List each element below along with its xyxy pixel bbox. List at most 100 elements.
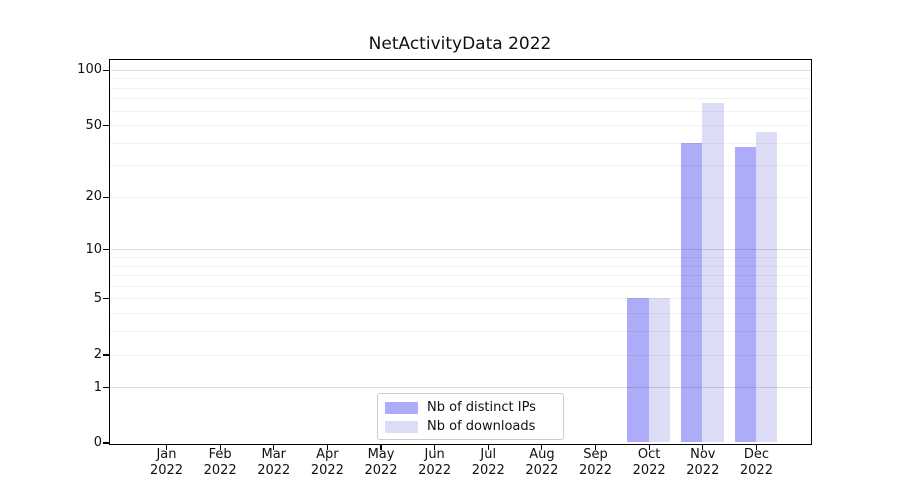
y-tick-mark [103, 442, 109, 444]
x-tick-label-aug: Aug 2022 [512, 447, 572, 478]
x-tick-label-jul: Jul 2022 [458, 447, 518, 478]
x-tick-year: 2022 [578, 462, 613, 478]
y-tick-mark [103, 298, 109, 300]
legend-swatch [385, 401, 418, 414]
y-tick-mark [103, 249, 109, 251]
bars-layer [110, 60, 811, 444]
legend-swatch [385, 420, 418, 433]
bar-oct-downloads [648, 298, 671, 443]
gridline-minor [109, 313, 811, 315]
x-tick-mark [702, 444, 704, 450]
gridline-minor [109, 275, 811, 277]
y-tick-label: 50 [85, 117, 102, 133]
x-tick-mark [594, 444, 597, 450]
x-tick-label-nov: Nov 2022 [673, 447, 733, 478]
x-tick-year: 2022 [310, 462, 344, 478]
gridline-minor [109, 257, 811, 258]
y-tick-mark [103, 124, 109, 127]
x-tick-label-feb: Feb 2022 [190, 447, 250, 478]
x-tick-month: Sep [583, 447, 608, 462]
x-tick-year: 2022 [364, 462, 398, 478]
x-tick-month: Apr [316, 447, 339, 462]
x-tick-month: Feb [208, 447, 232, 462]
y-tick-label: 1 [93, 379, 102, 395]
x-tick-label-sep: Sep 2022 [566, 447, 626, 478]
x-tick-month: May [367, 447, 395, 462]
x-tick-mark [487, 444, 489, 450]
gridline-minor [109, 265, 811, 267]
x-tick-mark [326, 444, 328, 450]
x-tick-year: 2022 [525, 462, 559, 478]
legend: Nb of distinct IPs Nb of downloads [377, 393, 564, 440]
legend-label: Nb of distinct IPs [427, 400, 536, 415]
x-tick-label-oct: Oct 2022 [619, 447, 679, 478]
y-tick-label: 10 [85, 241, 102, 257]
y-tick-label: 100 [77, 62, 102, 78]
legend-row: Nb of distinct IPs [385, 398, 563, 417]
x-tick-year: 2022 [686, 462, 720, 478]
gridline-minor [109, 125, 811, 127]
gridline-minor [109, 142, 811, 144]
x-tick-month: Oct [637, 447, 661, 462]
bar-nov-distinct-ips [680, 142, 703, 443]
x-tick-mark [273, 444, 275, 450]
plot-area [108, 58, 812, 445]
x-tick-mark [219, 444, 221, 450]
x-tick-month: Jan [156, 447, 177, 462]
gridline-major [109, 69, 811, 71]
x-tick-year: 2022 [418, 462, 452, 478]
x-tick-label-may: May 2022 [351, 447, 411, 478]
legend-label: Nb of downloads [427, 419, 536, 434]
y-tick-mark [103, 69, 109, 71]
y-tick-label: 20 [85, 189, 102, 205]
x-tick-month: Nov [690, 447, 716, 462]
legend-row: Nb of downloads [385, 417, 563, 436]
x-tick-year: 2022 [632, 462, 666, 478]
x-tick-mark [648, 444, 650, 450]
x-tick-mark [434, 444, 436, 450]
x-tick-label-jun: Jun 2022 [405, 447, 465, 478]
x-tick-mark [165, 444, 168, 450]
gridline-major [109, 249, 811, 251]
y-tick-mark [103, 196, 109, 198]
bar-dec-distinct-ips [734, 146, 756, 443]
x-tick-year: 2022 [471, 462, 505, 478]
x-tick-mark [755, 444, 758, 450]
x-tick-year: 2022 [149, 462, 184, 478]
gridline-minor [109, 298, 811, 300]
bar-nov-downloads [702, 102, 724, 443]
gridline-minor [109, 110, 811, 112]
gridline-minor [109, 87, 811, 89]
gridline-minor [109, 354, 811, 356]
gridline-major [109, 387, 811, 389]
x-tick-label-apr: Apr 2022 [297, 447, 357, 478]
x-tick-year: 2022 [257, 462, 291, 478]
x-tick-year: 2022 [739, 462, 773, 478]
x-tick-label-dec: Dec 2022 [726, 447, 786, 478]
y-tick-label: 0 [93, 435, 102, 450]
x-tick-label-jan: Jan 2022 [137, 447, 197, 478]
x-tick-mark [541, 444, 543, 450]
y-tick-label: 5 [93, 290, 102, 306]
y-tick-mark [103, 354, 109, 356]
gridline-minor [109, 78, 811, 80]
x-tick-month: Aug [529, 447, 555, 462]
gridline-minor [109, 98, 811, 100]
gridline-minor [109, 285, 811, 287]
x-tick-mark [380, 444, 382, 450]
x-tick-month: Jul [480, 447, 497, 462]
bar-dec-downloads [755, 131, 778, 443]
x-tick-year: 2022 [203, 462, 237, 478]
bar-oct-distinct-ips [627, 298, 649, 443]
grid-layer [109, 60, 811, 444]
y-tick-label: 2 [93, 347, 102, 363]
gridline-minor [109, 165, 811, 167]
x-tick-month: Jun [424, 447, 445, 462]
x-tick-label-mar: Mar 2022 [244, 447, 304, 478]
x-tick-month: Dec [743, 447, 769, 462]
gridline-minor [109, 331, 811, 333]
gridline-minor [109, 196, 811, 198]
chart-title: NetActivityData 2022 [368, 34, 552, 54]
y-tick-mark [103, 387, 109, 389]
